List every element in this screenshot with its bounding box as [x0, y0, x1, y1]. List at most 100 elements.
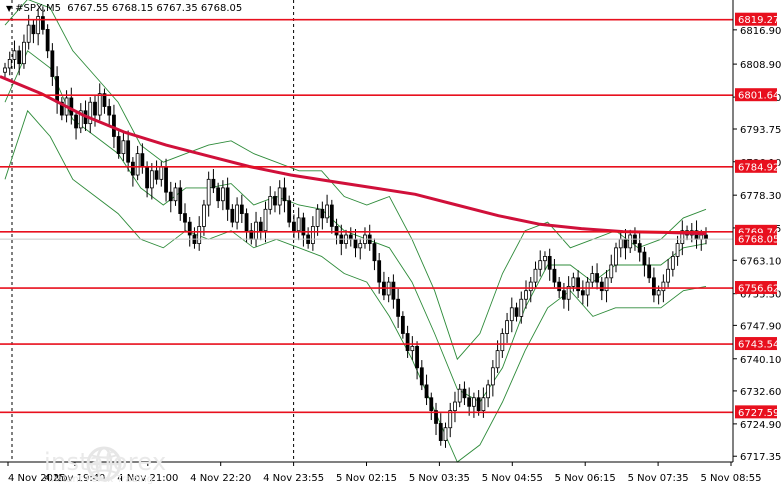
y-tick-label: 6755.30 — [740, 290, 781, 301]
x-tick-label: 4 Nov 23:55 — [263, 473, 324, 484]
candle-body — [651, 277, 656, 296]
candle-body — [505, 320, 509, 334]
level-label-box — [735, 12, 777, 26]
candle-body — [704, 234, 708, 240]
candle-body — [216, 187, 221, 202]
candle-body — [675, 243, 680, 257]
candle-body — [647, 264, 652, 279]
candle-body — [263, 208, 268, 232]
candle-body — [661, 281, 666, 292]
candle-body — [396, 298, 401, 317]
candle-body — [78, 110, 83, 129]
candle-body — [666, 268, 671, 283]
level-label: 6769.74 — [738, 227, 779, 238]
candle-body — [628, 234, 633, 249]
candle-body — [443, 427, 448, 441]
candle-body — [320, 208, 325, 219]
candle-body — [448, 410, 453, 429]
candle-body — [97, 93, 102, 116]
candle-body — [358, 243, 363, 249]
candle-body — [429, 397, 434, 412]
y-tick-label: 6793.75 — [740, 125, 781, 136]
candle-body — [538, 260, 543, 270]
candle-body — [239, 204, 244, 214]
y-tick-label: 6717.35 — [740, 452, 781, 463]
x-tick-label: 5 Nov 02:15 — [336, 473, 397, 484]
candle-body — [405, 333, 410, 352]
candle-body — [145, 166, 149, 189]
candle-body — [173, 187, 178, 202]
candle-body — [301, 217, 306, 236]
candle-body — [93, 101, 97, 116]
candle-body — [490, 367, 495, 386]
y-tick-label: 6747.90 — [740, 321, 781, 332]
candle-body — [310, 226, 315, 244]
y-tick-label: 6740.10 — [740, 355, 781, 366]
candle-body — [472, 397, 476, 407]
x-tick-label: 4 Nov 22:20 — [190, 473, 251, 484]
current-price-box — [735, 233, 777, 246]
candle-body — [178, 187, 183, 214]
candle-body — [453, 401, 457, 412]
candle-body — [7, 58, 12, 69]
candle-body — [254, 221, 258, 240]
candle-body — [637, 243, 642, 253]
candle-body — [17, 50, 22, 65]
candle-body — [36, 16, 41, 35]
level-label: 6784.92 — [738, 162, 779, 173]
candle-body — [595, 273, 599, 283]
level-label: 6801.64 — [738, 91, 779, 102]
x-tick-label: 4 Nov 19:40 — [44, 473, 105, 484]
candle-body — [524, 290, 528, 300]
candle-body — [424, 384, 429, 399]
candle-body — [50, 50, 55, 77]
candle-body — [580, 290, 585, 296]
candle-body — [618, 238, 623, 249]
candle-body — [457, 388, 462, 403]
candle-body — [410, 345, 415, 352]
candle-body — [235, 204, 239, 223]
candle-body — [225, 187, 230, 210]
candle-body — [670, 256, 675, 270]
x-tick-label: 5 Nov 04:55 — [482, 473, 543, 484]
candle-body — [187, 221, 192, 236]
candle-body — [557, 281, 562, 292]
candle-body — [571, 277, 576, 287]
y-tick-label: 6816.90 — [740, 26, 781, 37]
candle-body — [419, 367, 424, 386]
candle-body — [268, 196, 273, 210]
candle-body — [334, 226, 339, 236]
candle-body — [315, 208, 320, 227]
candle-body — [296, 217, 301, 232]
candle-body — [642, 251, 647, 266]
candle-body — [183, 213, 187, 223]
candle-body — [55, 76, 60, 103]
candle-body — [353, 238, 358, 249]
symbol-label: #SPX,M5 — [15, 3, 61, 14]
moving-average-line — [0, 75, 707, 236]
candle-body — [197, 226, 202, 244]
candle-body — [140, 153, 145, 167]
y-tick-label: 6778.30 — [740, 191, 781, 202]
candle-body — [211, 178, 216, 189]
candle-body — [69, 97, 74, 116]
dropdown-triangle-icon[interactable]: ▼ — [6, 4, 13, 13]
x-tick-label: 5 Nov 08:55 — [700, 473, 761, 484]
candle-body — [562, 290, 566, 300]
level-label-box — [735, 159, 777, 173]
candle-body — [656, 290, 661, 296]
candle-body — [135, 153, 140, 176]
logo-tagline: Instant Forex Trading — [48, 474, 154, 485]
x-tick-label: 4 Nov 21:00 — [117, 473, 178, 484]
candle-body — [287, 200, 292, 223]
candle-body — [116, 136, 121, 155]
candle-body — [576, 277, 581, 292]
level-label-box — [735, 405, 777, 419]
candle-body — [292, 221, 296, 232]
current-price-label: 6768.05 — [738, 235, 779, 246]
bollinger-lower-line — [4, 109, 707, 463]
candle-body — [604, 277, 609, 292]
candle-body — [59, 101, 64, 116]
candle-body — [149, 170, 154, 189]
candle-body — [476, 397, 481, 412]
